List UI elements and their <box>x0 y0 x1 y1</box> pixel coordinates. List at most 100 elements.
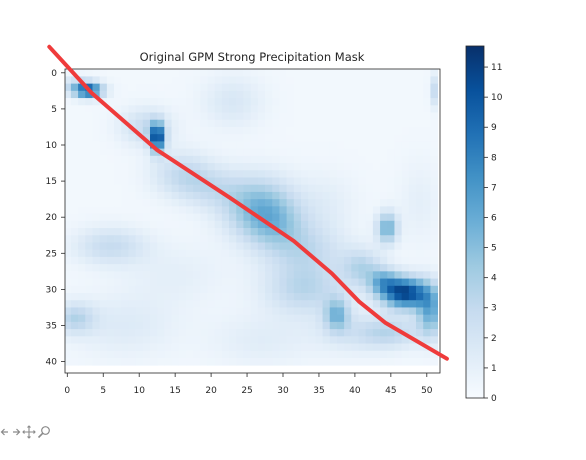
chart-title: Original GPM Strong Precipitation Mask <box>140 50 365 64</box>
heatmap-cell <box>207 264 216 272</box>
heatmap-cell <box>358 271 367 279</box>
heatmap-cell <box>92 141 101 150</box>
heatmap-cell <box>157 336 165 344</box>
heatmap-cell <box>286 148 295 157</box>
heatmap-cell <box>128 336 137 344</box>
heatmap-cell <box>229 285 237 294</box>
heatmap-cell <box>229 184 237 193</box>
heatmap-cell <box>322 76 331 85</box>
heatmap-cell <box>380 228 388 236</box>
heatmap-cell <box>300 134 309 142</box>
heatmap-cell <box>178 228 187 236</box>
heatmap-cell <box>171 126 180 135</box>
heatmap-cell <box>178 199 187 207</box>
heatmap-cell <box>423 357 431 366</box>
heatmap-cell <box>336 148 345 157</box>
heatmap-cell <box>193 184 201 193</box>
heatmap-cell <box>358 307 367 316</box>
pan-icon[interactable] <box>22 424 36 444</box>
heatmap-cell <box>135 293 144 301</box>
heatmap-cell <box>157 126 165 135</box>
heatmap-cell <box>185 264 194 272</box>
heatmap-cell <box>286 321 295 330</box>
heatmap-cell <box>300 264 309 272</box>
heatmap-cell <box>92 235 101 243</box>
heatmap-cell <box>380 184 388 193</box>
heatmap-cell <box>200 199 208 207</box>
heatmap-cell <box>78 264 86 272</box>
heatmap-cell <box>308 285 316 294</box>
heatmap-cell <box>178 242 187 251</box>
heatmap-cell <box>365 98 374 106</box>
heatmap-cell <box>430 256 438 265</box>
heatmap-cell <box>336 141 345 150</box>
heatmap-cell <box>423 199 431 207</box>
heatmap-cell <box>423 264 431 272</box>
heatmap-cell <box>164 83 172 92</box>
heatmap-cell <box>78 191 86 200</box>
heatmap-cell <box>178 155 187 164</box>
heatmap-cell <box>243 177 252 186</box>
heatmap-cell <box>92 321 101 330</box>
heatmap-cell <box>221 213 230 222</box>
heatmap-cell <box>164 148 172 157</box>
heatmap-cell <box>106 314 115 323</box>
heatmap-cell <box>164 206 172 214</box>
heatmap-cell <box>106 90 115 99</box>
heatmap-cell <box>250 177 259 186</box>
heatmap-cell <box>178 249 187 258</box>
heatmap-cell <box>92 126 101 135</box>
heatmap-cell <box>416 141 424 150</box>
heatmap-cell <box>416 119 424 128</box>
heatmap-cell <box>351 163 359 171</box>
zoom-icon[interactable] <box>37 425 51 444</box>
arrow-left-icon[interactable] <box>0 425 10 444</box>
heatmap-cell <box>250 148 259 157</box>
heatmap-cell <box>430 105 438 113</box>
heatmap-cell <box>135 213 144 222</box>
heatmap-cell <box>193 69 201 77</box>
heatmap-cell <box>70 191 79 200</box>
heatmap-cell <box>401 314 410 323</box>
heatmap-cell <box>121 357 129 366</box>
heatmap-cell <box>279 112 287 121</box>
arrow-right-icon[interactable] <box>11 425 21 444</box>
heatmap-cell <box>214 191 223 200</box>
heatmap-cell <box>171 278 180 287</box>
heatmap-cell <box>236 112 244 121</box>
heatmap-cell <box>92 285 101 294</box>
heatmap-cell <box>193 155 201 164</box>
heatmap-cell <box>308 321 316 330</box>
heatmap-cell <box>92 300 101 308</box>
heatmap-cell <box>229 148 237 157</box>
heatmap-cell <box>344 206 352 214</box>
heatmap-cell <box>257 242 266 251</box>
heatmap-cell <box>221 350 230 359</box>
heatmap-cell <box>142 126 151 135</box>
heatmap-cell <box>221 119 230 128</box>
heatmap-cell <box>214 90 223 99</box>
heatmap-cell <box>106 98 115 106</box>
heatmap-cell <box>135 278 144 287</box>
heatmap-cell <box>257 206 266 214</box>
heatmap-cell <box>142 285 151 294</box>
heatmap-cell <box>229 271 237 279</box>
heatmap-cell <box>344 177 352 186</box>
heatmap-cell <box>214 278 223 287</box>
heatmap-cell <box>416 357 424 366</box>
heatmap-cell <box>142 98 151 106</box>
heatmap-cell <box>178 141 187 150</box>
heatmap-cell <box>114 206 122 214</box>
heatmap-cell <box>336 228 345 236</box>
heatmap-cell <box>200 307 208 316</box>
heatmap-cell <box>315 300 323 308</box>
heatmap-cell <box>387 199 395 207</box>
heatmap-cell <box>221 235 230 243</box>
heatmap-cell <box>171 329 180 337</box>
heatmap-cell <box>157 98 165 106</box>
heatmap-cell <box>99 191 108 200</box>
heatmap-cell <box>300 293 309 301</box>
heatmap-cell <box>221 98 230 106</box>
heatmap-cell <box>272 350 280 359</box>
